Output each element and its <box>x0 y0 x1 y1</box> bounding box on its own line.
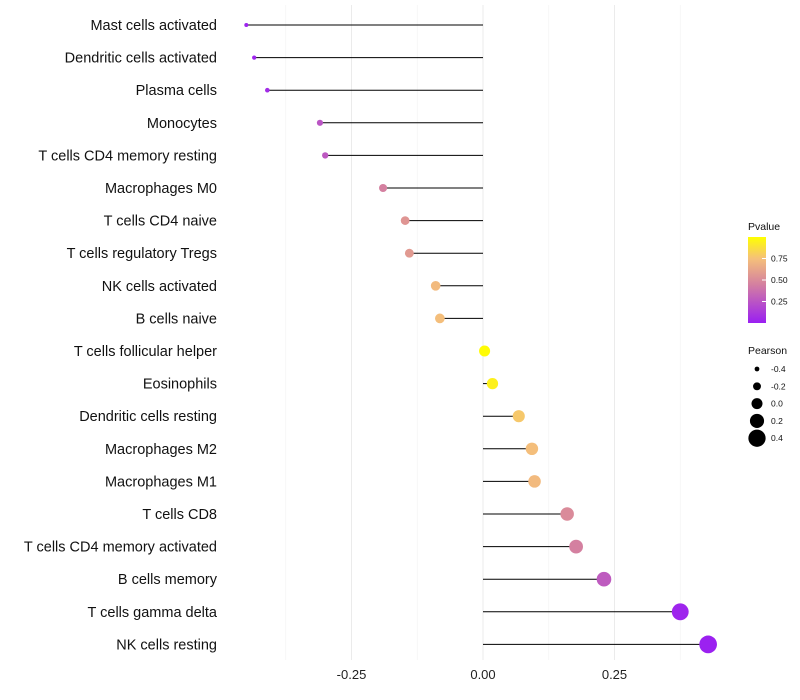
colorbar-tick-label: 0.75 <box>771 254 788 264</box>
category-label: Macrophages M0 <box>105 181 217 197</box>
category-label: NK cells activated <box>102 279 217 295</box>
pvalue-legend: Pvalue 0.25 0.50 0.75 <box>748 221 788 323</box>
category-labels: Mast cells activated Dendritic cells acti… <box>24 18 218 653</box>
category-label: NK cells resting <box>116 637 217 653</box>
data-point <box>434 313 445 324</box>
data-point <box>379 183 388 193</box>
data-point <box>265 87 270 93</box>
x-tick-label: -0.25 <box>337 667 367 682</box>
colorbar-tick-label: 0.50 <box>771 275 788 285</box>
category-label: B cells naive <box>136 311 217 327</box>
point-layer <box>244 23 717 654</box>
category-label: Monocytes <box>147 116 217 132</box>
category-label: T cells regulatory Tregs <box>67 246 217 262</box>
pvalue-colorbar <box>748 237 766 323</box>
category-label: Plasma cells <box>136 83 217 99</box>
x-tick-label: 0.25 <box>602 667 627 682</box>
stem-layer <box>246 24 709 645</box>
data-point <box>525 442 539 456</box>
data-point <box>671 603 689 621</box>
data-point <box>400 216 410 225</box>
data-point <box>322 152 329 159</box>
size-legend-label: 0.4 <box>771 433 783 443</box>
x-tick-label: 0.00 <box>470 667 495 682</box>
category-label: Macrophages M2 <box>105 442 217 458</box>
data-point <box>512 410 525 423</box>
data-point <box>528 475 541 488</box>
category-label: T cells CD8 <box>142 507 217 523</box>
grid-layer <box>285 5 681 660</box>
category-label: B cells memory <box>118 572 218 588</box>
data-point <box>404 248 414 258</box>
size-legend-label: 0.0 <box>771 399 783 409</box>
size-legend-key <box>749 413 765 428</box>
size-legend-key <box>754 366 760 372</box>
category-label: T cells CD4 naive <box>104 214 217 230</box>
data-point <box>479 345 491 357</box>
data-point <box>569 539 583 554</box>
colorbar-tick-label: 0.25 <box>771 297 788 307</box>
category-label: Mast cells activated <box>90 18 217 34</box>
data-point <box>699 635 717 654</box>
category-label: Eosinophils <box>143 377 217 393</box>
x-tick-labels: -0.25 0.00 0.25 <box>337 667 627 682</box>
data-point <box>252 55 257 60</box>
size-legend-label: 0.2 <box>771 416 783 426</box>
data-point <box>316 119 324 126</box>
pearson-legend-title: Pearson <box>748 345 787 357</box>
size-legend-label: -0.2 <box>771 381 786 391</box>
data-point <box>486 377 499 390</box>
category-label: T cells follicular helper <box>74 344 217 360</box>
category-label: Dendritic cells resting <box>79 409 217 425</box>
category-label: T cells gamma delta <box>88 605 218 621</box>
category-label: Macrophages M1 <box>105 474 217 490</box>
category-label: Dendritic cells activated <box>65 51 217 67</box>
pvalue-legend-title: Pvalue <box>748 221 780 233</box>
data-point <box>244 23 249 27</box>
category-label: T cells CD4 memory activated <box>24 540 217 556</box>
size-legend-label: -0.4 <box>771 364 786 374</box>
size-legend-key <box>753 382 761 391</box>
size-legend-key <box>751 398 763 410</box>
data-point <box>430 280 441 291</box>
size-legend-key <box>748 429 766 447</box>
category-label: T cells CD4 memory resting <box>38 148 217 164</box>
data-point <box>560 507 574 521</box>
pearson-legend: Pearson -0.4 -0.2 0.0 0.2 0.4 <box>748 345 787 447</box>
data-point <box>596 571 612 587</box>
